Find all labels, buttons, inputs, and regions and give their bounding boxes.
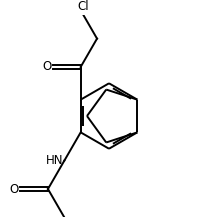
Text: O: O	[10, 182, 19, 196]
Text: O: O	[43, 60, 52, 73]
Text: Cl: Cl	[77, 0, 89, 14]
Text: HN: HN	[46, 154, 64, 167]
